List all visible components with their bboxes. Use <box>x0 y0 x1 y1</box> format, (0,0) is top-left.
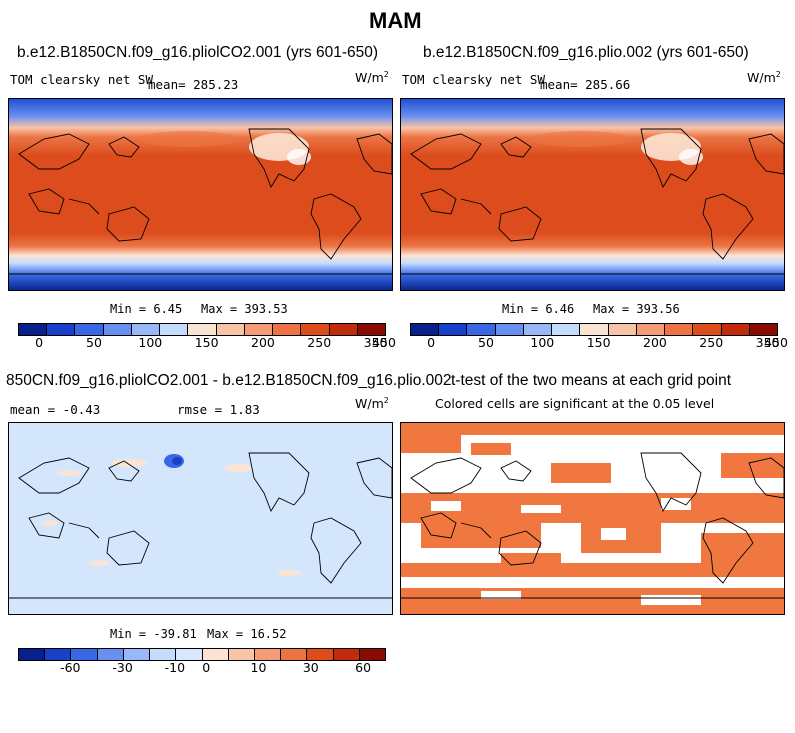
colorbar-swatch <box>19 324 48 335</box>
colorbar-swatch <box>411 324 440 335</box>
colorbar-swatch <box>333 649 360 660</box>
colorbar-swatch <box>552 324 581 335</box>
colorbar-swatch <box>19 649 46 660</box>
panel-d-title: t-test of the two means at each grid poi… <box>451 372 732 389</box>
colorbar-tick-label: 30 <box>302 660 319 675</box>
colorbar-swatch <box>47 324 76 335</box>
sw-flux-map-b <box>401 99 784 290</box>
colorbar-swatch <box>281 649 308 660</box>
colorbar-tick-label: 10 <box>250 660 267 675</box>
colorbar-swatch <box>359 649 386 660</box>
panel-d-map <box>400 422 785 615</box>
colorbar-tick-label: 150 <box>194 335 219 350</box>
colorbar-swatch <box>301 324 330 335</box>
panel-d-subtitle: Colored cells are significant at the 0.0… <box>435 396 715 411</box>
colorbar-swatch <box>254 649 282 660</box>
figure-title: MAM <box>369 8 422 33</box>
colorbar-swatch <box>160 324 189 335</box>
colorbar-tick-label: 100 <box>138 335 163 350</box>
panel-c-map <box>8 422 393 615</box>
panel-a-min: Min = 6.45 <box>110 302 183 316</box>
panel-b-max: Max = 393.56 <box>593 302 680 316</box>
colorbar-swatch <box>329 324 358 335</box>
colorbar-tick-label: 0 <box>202 660 211 675</box>
colorbar-swatch <box>439 324 468 335</box>
panel-b-mean: mean= 285.66 <box>540 77 631 92</box>
panel-a-units: W/m2 <box>355 70 389 86</box>
colorbar-swatch <box>228 649 255 660</box>
colorbar-swatch <box>45 649 72 660</box>
colorbar-tick-label: 150 <box>586 335 611 350</box>
panel-a-map <box>8 98 393 291</box>
colorbar-swatch <box>665 324 694 335</box>
colorbar-tick-label: 450 <box>764 335 788 350</box>
colorbar-tick-label: 450 <box>372 335 396 350</box>
panel-b-title: b.e12.B1850CN.f09_g16.plio.002 (yrs 601-… <box>423 44 749 61</box>
colorbar-tick-label: 0 <box>35 335 44 350</box>
colorbar-swatch <box>273 324 302 335</box>
panel-c-mean: mean = -0.43 <box>10 402 101 417</box>
colorbar-swatch <box>103 324 132 335</box>
colorbar-c <box>18 648 386 661</box>
colorbar-swatch <box>75 324 104 335</box>
colorbar-swatch <box>749 324 778 335</box>
colorbar-tick-label: 50 <box>86 335 102 350</box>
colorbar-swatch <box>495 324 524 335</box>
panel-c-min: Min = -39.81 <box>110 627 197 641</box>
colorbar-tick-label: 350 <box>363 335 388 350</box>
panel-c-rmse: rmse = 1.83 <box>177 402 260 417</box>
panel-b-min: Min = 6.46 <box>502 302 575 316</box>
panel-c-units: W/m2 <box>355 396 389 412</box>
colorbar-swatch <box>123 649 151 660</box>
colorbar-swatch <box>307 649 334 660</box>
colorbar-swatch <box>71 649 98 660</box>
colorbar-tick-label: -30 <box>112 660 133 675</box>
colorbar-swatch <box>580 324 609 335</box>
colorbar-swatch <box>150 649 177 660</box>
panel-a-max: Max = 393.53 <box>201 302 288 316</box>
colorbar-tick-label: -60 <box>60 660 81 675</box>
colorbar-tick-label: 200 <box>643 335 667 350</box>
colorbar-swatch <box>636 324 666 335</box>
colorbar-a <box>18 323 386 336</box>
difference-map <box>9 423 392 614</box>
sw-flux-map-a <box>9 99 392 290</box>
colorbar-swatch <box>357 324 386 335</box>
colorbar-swatch <box>131 324 161 335</box>
significance-map <box>401 423 784 614</box>
colorbar-swatch <box>216 324 245 335</box>
panel-a-mean: mean= 285.23 <box>148 77 239 92</box>
colorbar-tick-label: 0 <box>427 335 436 350</box>
colorbar-swatch <box>244 324 274 335</box>
colorbar-tick-label: 50 <box>478 335 494 350</box>
colorbar-tick-label: 200 <box>251 335 275 350</box>
panel-b-map <box>400 98 785 291</box>
colorbar-tick-label: 60 <box>355 660 372 675</box>
panel-a-variable: TOM clearsky net SW <box>10 72 153 87</box>
colorbar-swatch <box>188 324 217 335</box>
colorbar-tick-label: 250 <box>699 335 724 350</box>
colorbar-swatch <box>721 324 750 335</box>
panel-a-title: b.e12.B1850CN.f09_g16.pliolCO2.001 (yrs … <box>17 44 379 61</box>
panel-c-title: 850CN.f09_g16.pliolCO2.001 - b.e12.B1850… <box>6 372 452 389</box>
colorbar-swatch <box>693 324 722 335</box>
colorbar-swatch <box>202 649 229 660</box>
colorbar-swatch <box>608 324 637 335</box>
colorbar-swatch <box>97 649 124 660</box>
colorbar-tick-label: 250 <box>307 335 332 350</box>
colorbar-tick-label: -10 <box>164 660 186 675</box>
colorbar-tick-label: 100 <box>530 335 555 350</box>
colorbar-swatch <box>176 649 203 660</box>
colorbar-b <box>410 323 778 336</box>
panel-b-variable: TOM clearsky net SW <box>402 72 545 87</box>
colorbar-swatch <box>467 324 496 335</box>
colorbar-swatch <box>523 324 553 335</box>
colorbar-tick-label: 350 <box>755 335 780 350</box>
panel-b-units: W/m2 <box>747 70 781 86</box>
panel-c-max: Max = 16.52 <box>207 627 287 641</box>
